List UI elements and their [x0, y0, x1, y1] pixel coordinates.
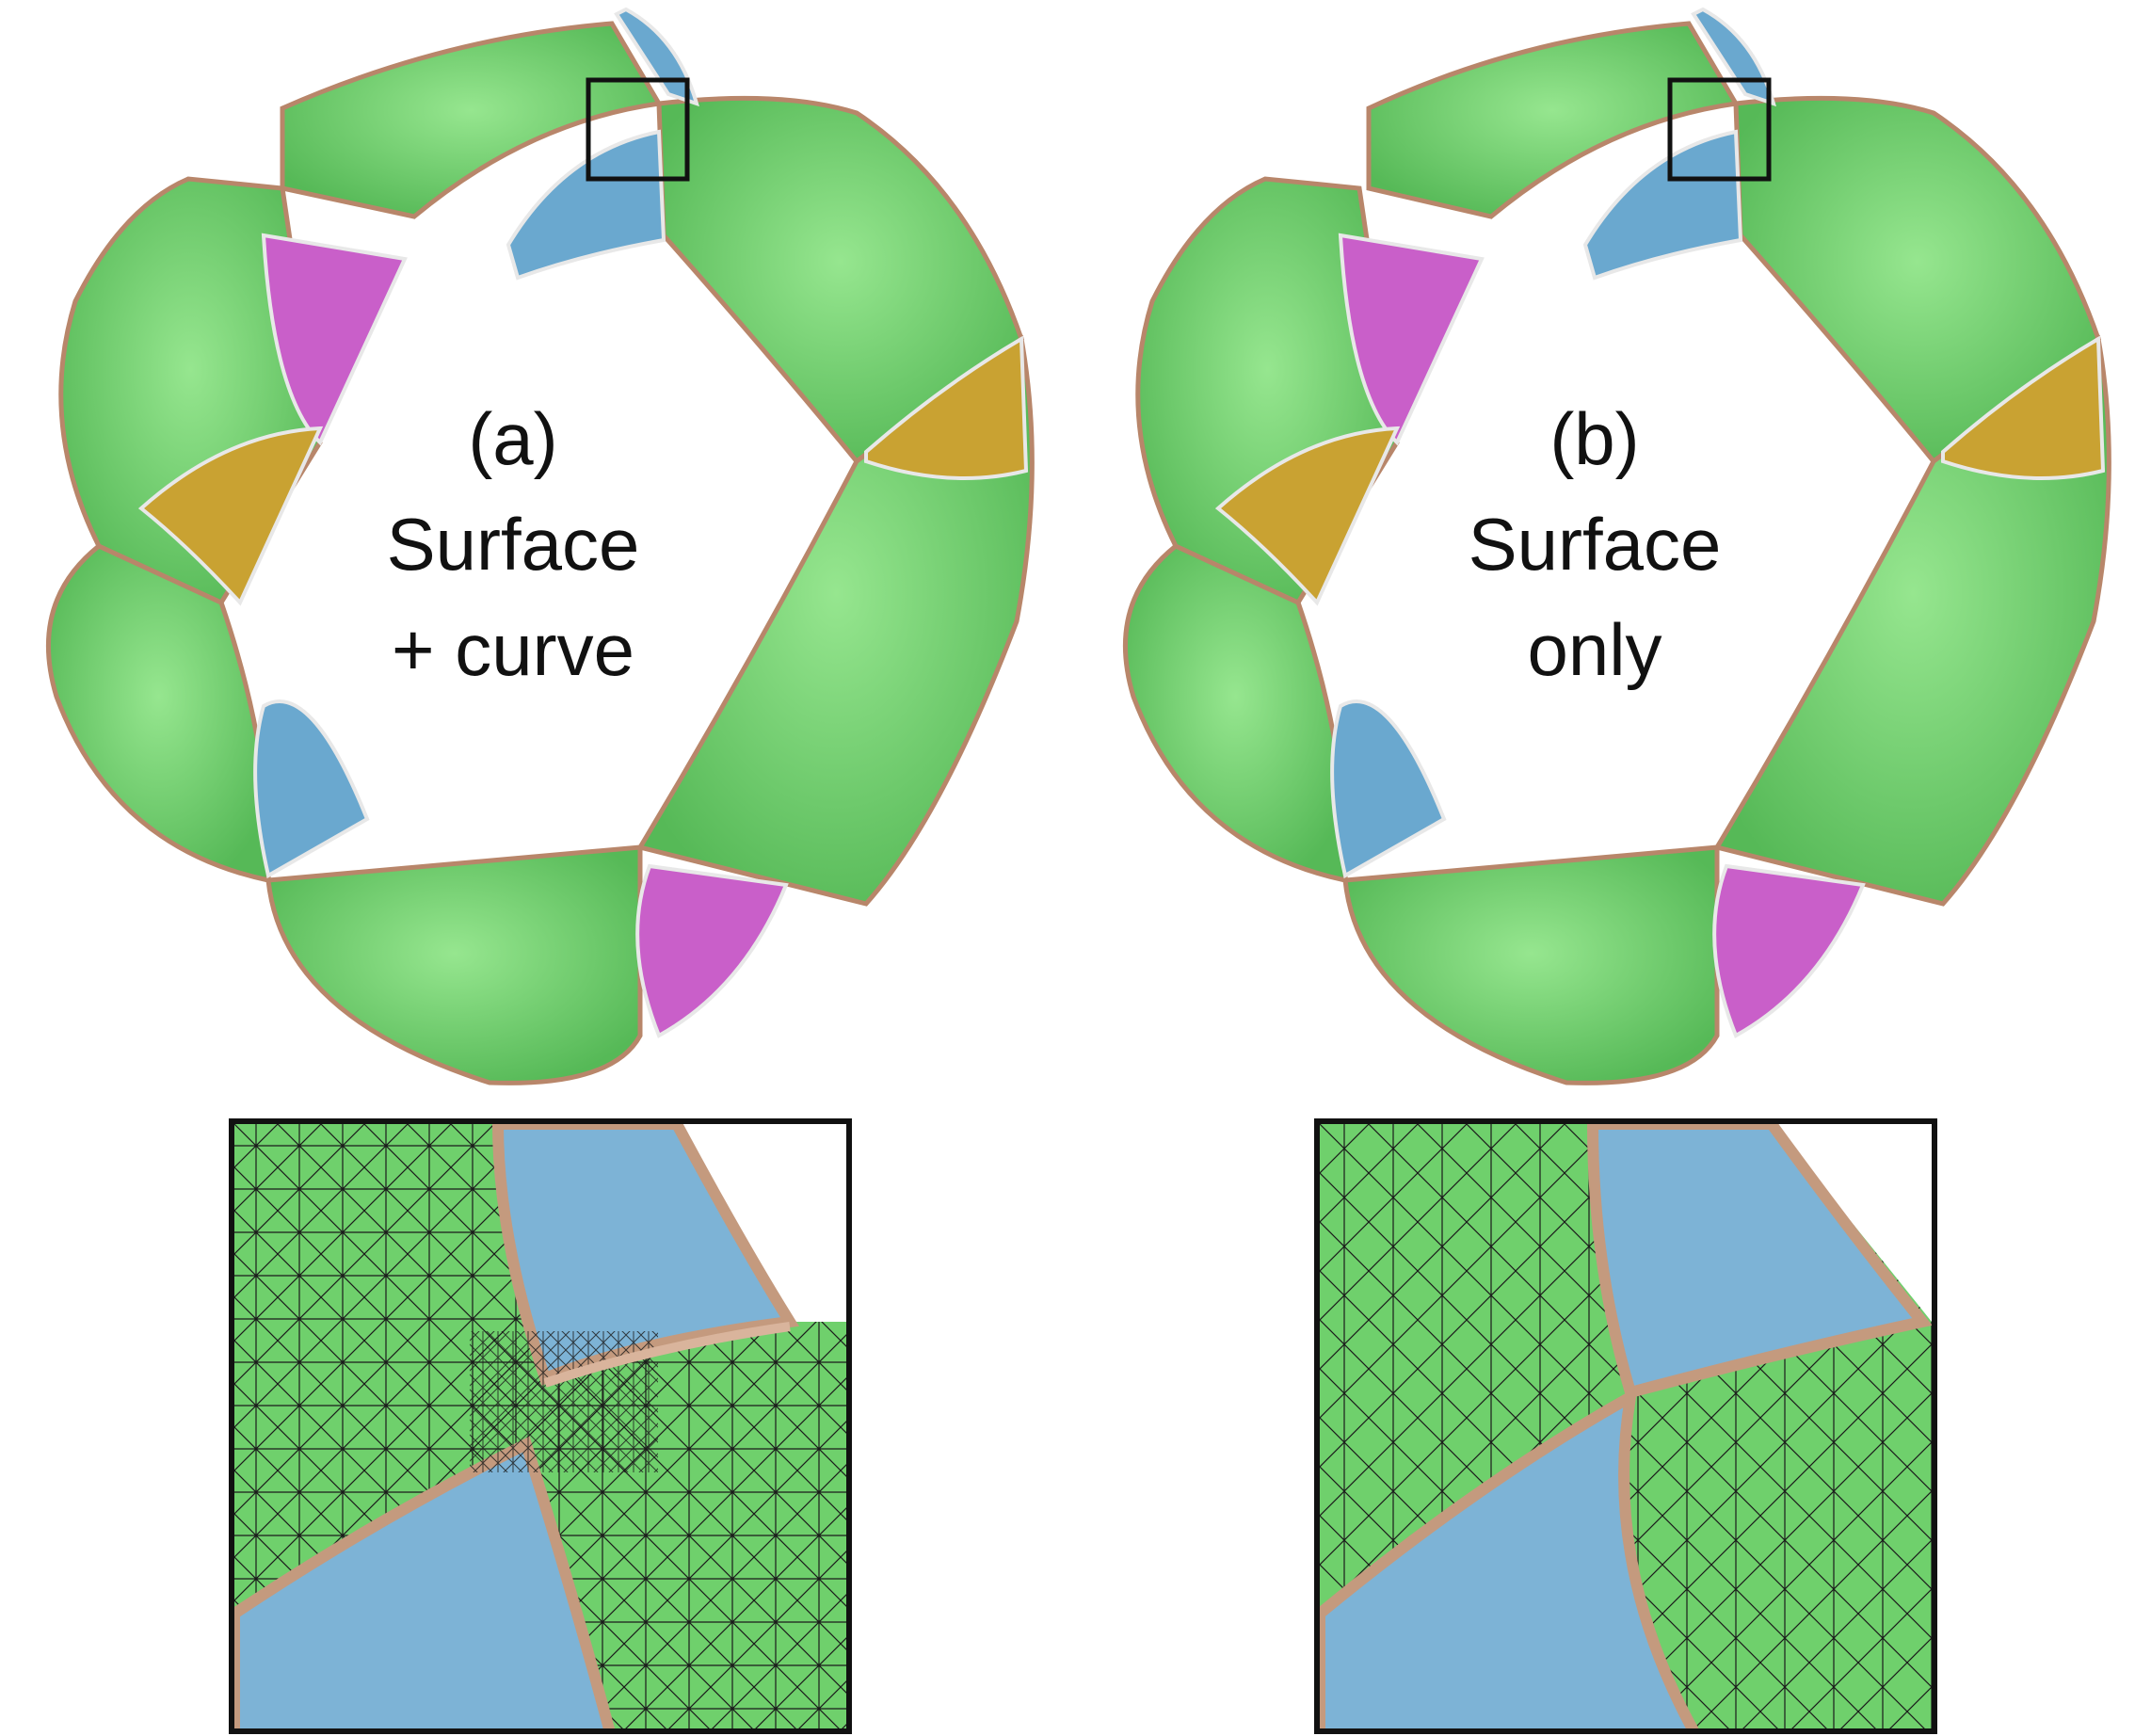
gold-patch	[1214, 426, 1401, 606]
purple-patch	[635, 863, 789, 1038]
torus-b-svg	[1122, 7, 2111, 1085]
purple-patch	[261, 233, 408, 446]
inset-a-svg	[234, 1124, 846, 1728]
green-segment	[1342, 844, 1720, 1085]
zoom-inset-b	[1314, 1118, 1937, 1734]
torus-a-svg	[45, 7, 1035, 1085]
green-segment	[265, 844, 643, 1085]
divider-curve	[543, 1322, 791, 1388]
blue-patch	[253, 699, 370, 879]
gold-patch	[137, 426, 324, 606]
panel-b-label-line3: only	[1527, 608, 1662, 691]
gold-patch	[864, 335, 1029, 480]
green-segment	[1713, 334, 2111, 907]
green-segment	[1733, 95, 2101, 465]
panel-b-label-line1: (b)	[1549, 397, 1640, 480]
white-gap	[1772, 1124, 1932, 1322]
torus-render-a: (a) Surface + curve	[0, 0, 1068, 1092]
blue-patch	[506, 129, 666, 281]
blue-patch	[1330, 699, 1447, 879]
panel-a-label-line1: (a)	[468, 397, 558, 480]
fine-mesh-region	[470, 1331, 658, 1472]
blue-region	[1320, 1386, 1699, 1728]
inset-b-svg	[1320, 1124, 1932, 1728]
green-segment	[280, 21, 664, 219]
zoom-inset-a	[229, 1118, 852, 1734]
blue-patch	[1582, 129, 1743, 281]
panel-b-label-line2: Surface	[1468, 503, 1722, 586]
purple-patch	[1712, 863, 1866, 1038]
purple-patch	[1338, 233, 1485, 446]
zoom-box-b	[1667, 77, 1772, 182]
green-segment	[636, 334, 1035, 907]
torus-render-b: (b) Surface only	[1068, 0, 2135, 1092]
blue-region	[1586, 1124, 1932, 1400]
gold-patch	[1941, 335, 2106, 480]
green-segment	[656, 95, 1024, 465]
panel-a-label: (a) Surface + curve	[315, 386, 711, 702]
panel-a-label-line3: + curve	[392, 608, 634, 691]
white-gap	[677, 1124, 846, 1322]
zoom-box-a	[586, 77, 690, 182]
panel-b-label: (b) Surface only	[1397, 386, 1792, 702]
panel-a-label-line2: Surface	[386, 503, 640, 586]
